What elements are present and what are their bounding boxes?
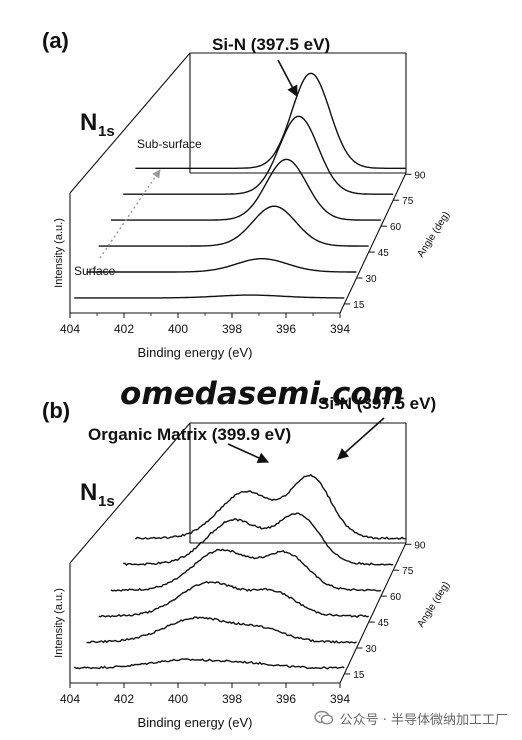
x-tick-label: 398 [222,322,242,336]
sub-surface-label: Sub-surface [137,137,202,151]
depth-direction-arrow [99,169,161,259]
annotation-arrow [227,443,270,463]
y-axis-label: Intensity (a.u.) [53,588,65,658]
x-tick-label: 400 [168,692,188,706]
box-edge [69,422,191,564]
annotation-arrow [337,417,385,460]
wechat-icon [313,710,333,725]
depth-tick-label: 15 [353,670,365,681]
x-axis-label: Binding energy (eV) [138,715,253,730]
depth-tick-label: 60 [390,592,402,603]
x-tick-label: 404 [60,692,80,706]
panel-b: 404 402 400 398 396 394 Binding energy (eV) Int… [42,394,452,730]
watermark-text: omedasemi.com [120,376,404,412]
x-tick-label: 400 [168,322,188,336]
x-tick-label: 396 [276,692,296,706]
series-line-15 [73,658,345,670]
depth-tick-label: 60 [390,222,402,233]
series-line-60 [110,158,381,221]
depth-tick-label: 90 [414,170,426,181]
box-edge [69,52,191,194]
depth-tick-label: 90 [414,540,426,551]
footer-text: 公众号 · 半导体微纳加工工厂 [339,712,508,728]
depth-tick-label: 75 [402,566,414,577]
depth-axis-line [339,542,407,684]
depth-tick-label: 15 [353,300,365,311]
panel-label: (b) [42,398,70,423]
series-line-30 [86,258,357,273]
element-label: N [80,479,97,506]
x-tick-label: 402 [114,692,134,706]
depth-tick-label: 45 [378,618,390,629]
panel-label: (a) [42,28,69,53]
depth-axis-label: Angle (deg) [416,580,453,630]
x-tick-label: 396 [276,322,296,336]
peak-annotation: Si-N (397.5 eV) [212,35,330,54]
element-label: N [80,109,97,136]
series-line-45 [98,205,369,247]
series-line-60 [110,548,382,592]
series-line-30 [86,616,357,644]
peak-annotation: Organic Matrix (399.9 eV) [88,425,291,444]
depth-tick-label: 45 [378,248,390,259]
x-axis-label: Binding energy (eV) [138,345,253,360]
element-subscript: 1s [98,123,115,140]
depth-axis-line [339,172,407,314]
depth-tick-label: 30 [366,644,378,655]
series-line-45 [98,581,369,618]
x-tick-label: 394 [330,692,350,706]
x-tick-label: 394 [330,322,350,336]
series-line-15 [74,294,345,299]
footer: 公众号 · 半导体微纳加工工厂 [313,707,508,729]
x-tick-label: 398 [222,692,242,706]
depth-axis-label: Angle (deg) [416,210,453,260]
series-line-90 [134,473,406,540]
depth-tick-label: 75 [402,196,414,207]
series-line-90 [135,72,406,170]
x-tick-label: 402 [114,322,134,336]
element-subscript: 1s [98,493,115,510]
peak-annotation: Si-N (397.5 eV) [318,394,436,413]
y-axis-label: Intensity (a.u.) [53,218,65,288]
series-line-75 [123,115,394,195]
depth-tick-label: 30 [366,274,378,285]
surface-label: Surface [74,264,116,278]
panel-a: 404 402 400 398 396 394 Binding energy (eV) Int… [42,28,452,360]
series-line-75 [123,512,394,566]
x-tick-label: 404 [60,322,80,336]
annotation-arrow [277,59,298,97]
